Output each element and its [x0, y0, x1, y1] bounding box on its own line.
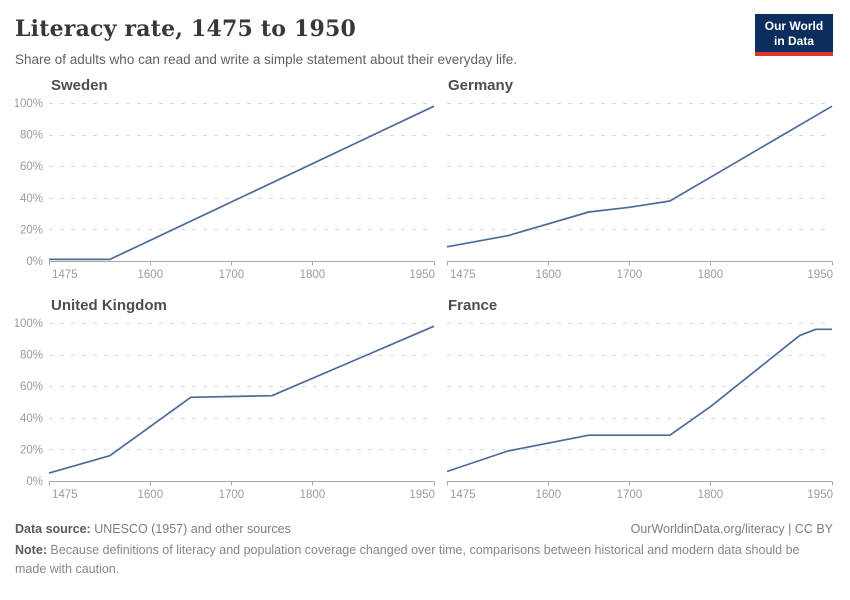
- svg-text:1600: 1600: [536, 489, 562, 501]
- svg-text:1600: 1600: [138, 269, 164, 281]
- svg-text:0%: 0%: [26, 256, 43, 268]
- panel-sweden: Sweden 0% 20% 40% 60% 80% 100% 1475 1600 1700 180…: [15, 77, 435, 289]
- svg-text:0%: 0%: [26, 476, 43, 488]
- svg-text:1600: 1600: [536, 269, 562, 281]
- title-block: Literacy rate, 1475 to 1950 Share of adu…: [15, 14, 517, 67]
- svg-text:1950: 1950: [807, 489, 833, 501]
- chart-header: Literacy rate, 1475 to 1950 Share of adu…: [15, 14, 833, 67]
- panel-united-kingdom: United Kingdom 0% 20% 40% 60% 80% 100% 1475 160…: [15, 297, 435, 509]
- panel-germany: Germany 1475 1600 1700 1800 1950: [446, 77, 833, 289]
- svg-text:1475: 1475: [450, 489, 476, 501]
- data-source-label: Data source:: [15, 522, 91, 536]
- svg-text:1475: 1475: [52, 269, 78, 281]
- svg-text:1700: 1700: [617, 489, 643, 501]
- chart-footer: Data source: UNESCO (1957) and other sou…: [15, 522, 833, 579]
- svg-text:80%: 80%: [20, 130, 43, 142]
- facet-grid: Sweden 0% 20% 40% 60% 80% 100% 1475 1600 1700 180…: [15, 77, 833, 509]
- svg-text:1950: 1950: [807, 269, 833, 281]
- france-line-chart: 1475 1600 1700 1800 1950: [446, 323, 833, 501]
- svg-text:1950: 1950: [409, 269, 435, 281]
- owid-logo[interactable]: Our World in Data: [755, 14, 833, 56]
- chart-title: Literacy rate, 1475 to 1950: [15, 16, 357, 42]
- svg-text:100%: 100%: [15, 98, 43, 110]
- svg-text:1475: 1475: [52, 489, 78, 501]
- svg-text:1800: 1800: [300, 269, 326, 281]
- svg-text:60%: 60%: [20, 161, 43, 173]
- panel-title-germany: Germany: [448, 77, 514, 94]
- svg-text:40%: 40%: [20, 193, 43, 205]
- svg-text:20%: 20%: [20, 224, 43, 236]
- united-kingdom-line-chart: 0% 20% 40% 60% 80% 100% 1475 1600 1700 1800 1950: [15, 318, 435, 501]
- panel-france: France 1475 1600 1700 1800 1950: [446, 297, 833, 509]
- svg-text:1475: 1475: [450, 269, 476, 281]
- data-source-text: UNESCO (1957) and other sources: [90, 522, 291, 536]
- svg-text:1950: 1950: [409, 489, 435, 501]
- sweden-line-chart: 0% 20% 40% 60% 80% 100% 1475 1600 1700 1800 1950: [15, 98, 435, 281]
- panel-title-united-kingdom: United Kingdom: [51, 297, 167, 314]
- svg-text:60%: 60%: [20, 381, 43, 393]
- svg-text:100%: 100%: [15, 318, 43, 330]
- svg-text:1700: 1700: [617, 269, 643, 281]
- note-text: Because definitions of literacy and popu…: [15, 543, 800, 576]
- footer-row: Data source: UNESCO (1957) and other sou…: [15, 522, 833, 536]
- svg-text:1700: 1700: [219, 269, 245, 281]
- owid-license-link[interactable]: OurWorldinData.org/literacy | CC BY: [630, 522, 833, 536]
- svg-text:80%: 80%: [20, 350, 43, 362]
- svg-text:1600: 1600: [138, 489, 164, 501]
- svg-text:1700: 1700: [219, 489, 245, 501]
- data-source: Data source: UNESCO (1957) and other sou…: [15, 522, 291, 536]
- footnote: Note: Because definitions of literacy an…: [15, 541, 833, 579]
- svg-text:1800: 1800: [698, 489, 724, 501]
- svg-text:1800: 1800: [698, 269, 724, 281]
- owid-logo-line1: Our World: [764, 18, 824, 33]
- germany-line-chart: 1475 1600 1700 1800 1950: [446, 103, 833, 281]
- panel-title-sweden: Sweden: [51, 77, 108, 94]
- svg-text:1800: 1800: [300, 489, 326, 501]
- panel-title-france: France: [448, 297, 498, 314]
- svg-text:40%: 40%: [20, 413, 43, 425]
- owid-logo-line2: in Data: [773, 33, 814, 48]
- chart-subtitle: Share of adults who can read and write a…: [15, 52, 518, 67]
- svg-text:20%: 20%: [20, 444, 43, 456]
- note-label: Note:: [15, 543, 47, 557]
